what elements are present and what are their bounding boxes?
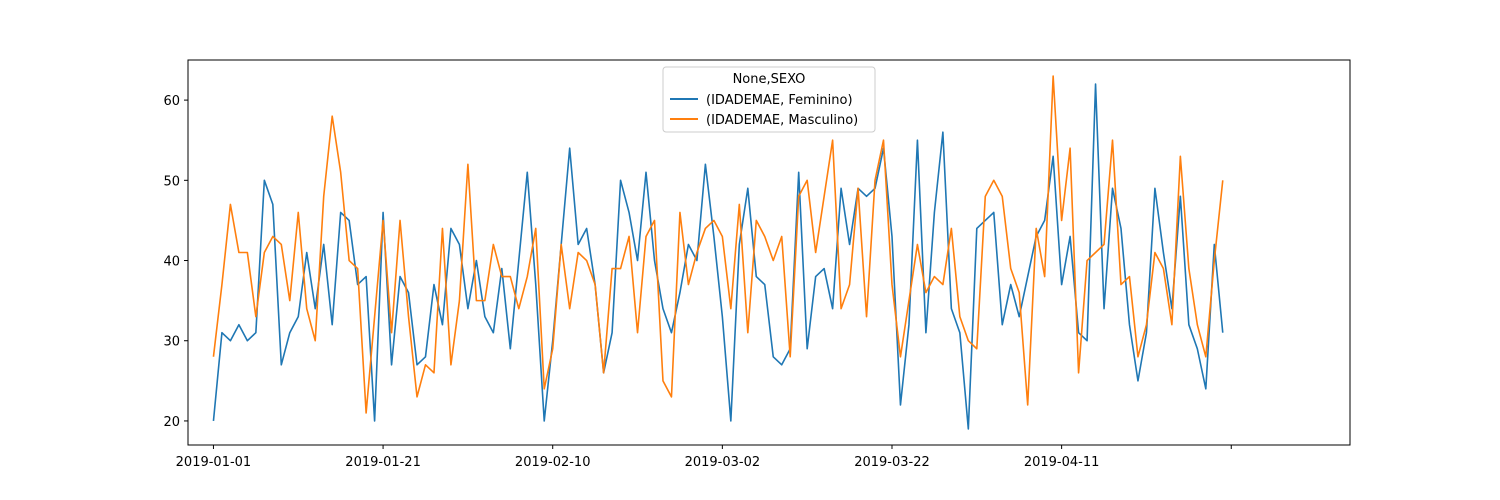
x-tick-label: 2019-02-10 (515, 455, 591, 470)
y-tick-label: 30 (163, 335, 180, 350)
x-tick-label: 2019-04-11 (1024, 455, 1100, 470)
legend-label-feminino: (IDADEMAE, Feminino) (706, 93, 853, 108)
y-tick-label: 20 (163, 415, 180, 430)
series-line-masculino (212, 75, 1224, 414)
legend-box (662, 66, 876, 133)
x-axis: 2019-01-01 2019-01-21 2019-02-10 2019-03-02… (176, 445, 1232, 470)
legend-label-masculino: (IDADEMAE, Masculino) (706, 113, 858, 128)
x-tick-label: 2019-01-01 (176, 455, 252, 470)
x-tick-label: 2019-01-21 (345, 455, 421, 470)
y-tick-label: 40 (163, 255, 180, 270)
y-tick-label: 50 (163, 174, 180, 189)
y-axis: 20 30 40 50 60 (163, 94, 188, 430)
x-tick-label: 2019-03-22 (854, 455, 930, 470)
x-tick-label: 2019-03-02 (685, 455, 761, 470)
series-line-feminino (212, 83, 1224, 430)
legend: None,SEXO (IDADEMAE, Feminino) (IDADEMAE… (662, 66, 876, 133)
legend-title: None,SEXO (733, 72, 806, 87)
y-tick-label: 60 (163, 94, 180, 109)
plot-area-frame (187, 59, 1351, 446)
series-layer (212, 75, 1224, 430)
